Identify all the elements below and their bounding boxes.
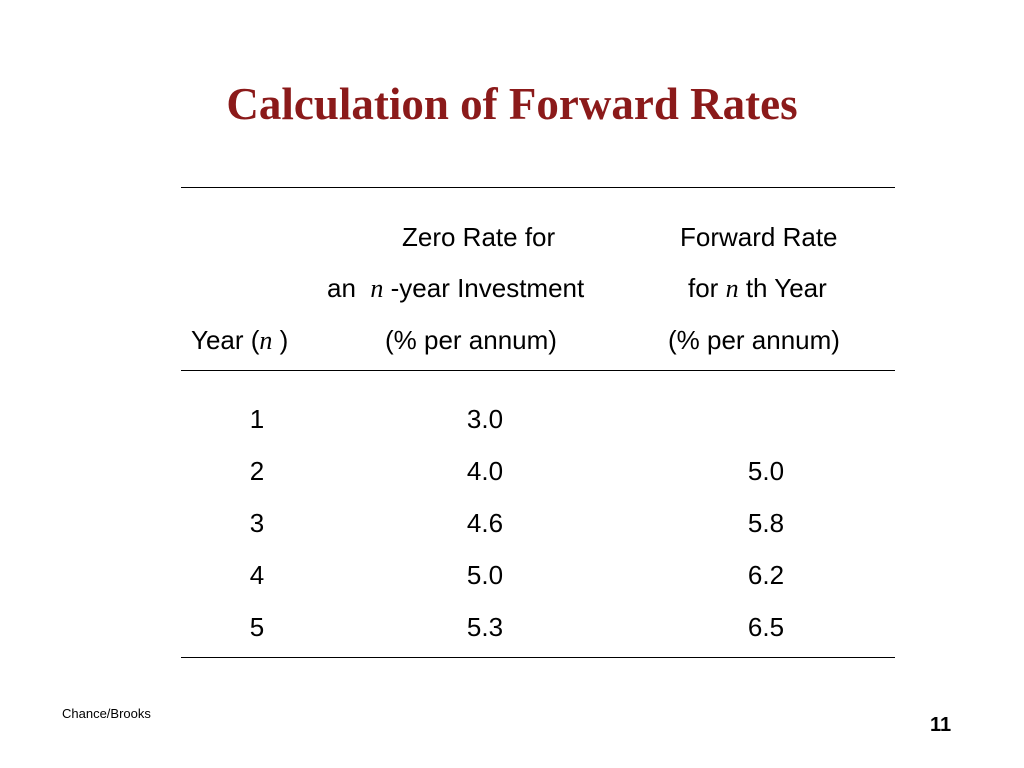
header-zero-line3: (% per annum) bbox=[385, 325, 557, 355]
cell-year: 3 bbox=[249, 508, 265, 538]
header-year-n-variable: n bbox=[259, 326, 273, 355]
header-zero-n-variable: n bbox=[370, 274, 384, 303]
header-zero-year-investment: -year Investment bbox=[390, 273, 585, 303]
cell-forward-rate: 6.2 bbox=[747, 560, 785, 590]
cell-zero-rate: 4.0 bbox=[466, 456, 504, 486]
header-year: Year (n ) bbox=[191, 325, 288, 356]
page-number: 11 bbox=[930, 714, 952, 736]
header-fwd-line2: for n th Year bbox=[688, 273, 827, 304]
table-bottom-rule bbox=[181, 657, 895, 658]
cell-zero-rate: 5.0 bbox=[466, 560, 504, 590]
header-fwd-n-variable: n bbox=[725, 274, 739, 303]
cell-year: 5 bbox=[249, 612, 265, 642]
header-year-close: ) bbox=[279, 325, 289, 355]
cell-forward-rate: 6.5 bbox=[747, 612, 785, 642]
cell-zero-rate: 4.6 bbox=[466, 508, 504, 538]
slide-title: Calculation of Forward Rates bbox=[226, 79, 798, 129]
header-zero-line2: an n -year Investment bbox=[327, 273, 584, 304]
header-fwd-line1: Forward Rate bbox=[680, 222, 838, 252]
cell-year: 4 bbox=[249, 560, 265, 590]
cell-zero-rate: 3.0 bbox=[466, 404, 504, 434]
cell-year: 2 bbox=[249, 456, 265, 486]
cell-year: 1 bbox=[249, 404, 265, 434]
cell-forward-rate: 5.0 bbox=[747, 456, 785, 486]
table-top-rule bbox=[181, 187, 895, 188]
table-header-rule bbox=[181, 370, 895, 371]
header-year-label: Year ( bbox=[191, 325, 260, 355]
header-zero-an: an bbox=[327, 273, 356, 303]
header-fwd-for: for bbox=[688, 273, 719, 303]
header-fwd-line3: (% per annum) bbox=[668, 325, 840, 355]
header-fwd-th-year: th Year bbox=[745, 273, 827, 303]
footer-author: Chance/Brooks bbox=[62, 706, 151, 721]
cell-forward-rate: 5.8 bbox=[747, 508, 785, 538]
header-zero-line1: Zero Rate for bbox=[402, 222, 556, 252]
cell-zero-rate: 5.3 bbox=[466, 612, 504, 642]
